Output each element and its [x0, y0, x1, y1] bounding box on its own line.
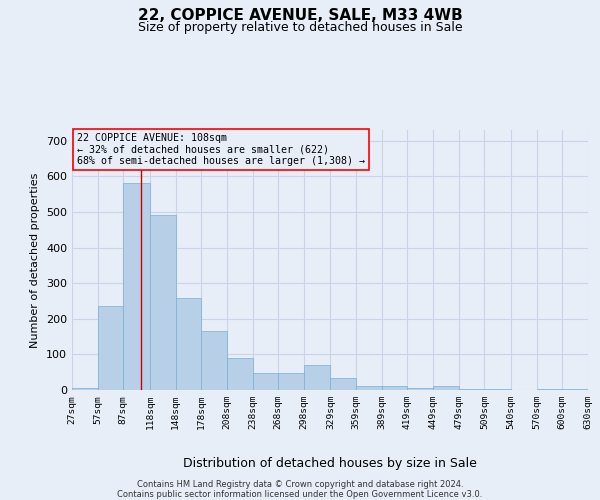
Y-axis label: Number of detached properties: Number of detached properties: [31, 172, 40, 348]
Bar: [433, 386, 459, 390]
Bar: [227, 358, 253, 390]
Text: 22, COPPICE AVENUE, SALE, M33 4WB: 22, COPPICE AVENUE, SALE, M33 4WB: [137, 8, 463, 22]
Bar: [562, 389, 588, 390]
Bar: [124, 184, 150, 390]
Bar: [201, 331, 227, 390]
Bar: [278, 374, 304, 390]
Bar: [382, 386, 407, 390]
Bar: [407, 388, 433, 390]
Bar: [484, 389, 511, 390]
Bar: [459, 389, 484, 390]
Text: Size of property relative to detached houses in Sale: Size of property relative to detached ho…: [137, 21, 463, 34]
Bar: [72, 388, 98, 390]
Bar: [331, 378, 356, 390]
Bar: [176, 298, 201, 390]
Bar: [356, 386, 382, 390]
Bar: [304, 365, 331, 390]
Text: Distribution of detached houses by size in Sale: Distribution of detached houses by size …: [183, 458, 477, 470]
Bar: [253, 374, 278, 390]
Bar: [150, 216, 176, 390]
Text: Contains HM Land Registry data © Crown copyright and database right 2024.
Contai: Contains HM Land Registry data © Crown c…: [118, 480, 482, 499]
Bar: [98, 306, 124, 390]
Text: 22 COPPICE AVENUE: 108sqm
← 32% of detached houses are smaller (622)
68% of semi: 22 COPPICE AVENUE: 108sqm ← 32% of detac…: [77, 132, 365, 166]
